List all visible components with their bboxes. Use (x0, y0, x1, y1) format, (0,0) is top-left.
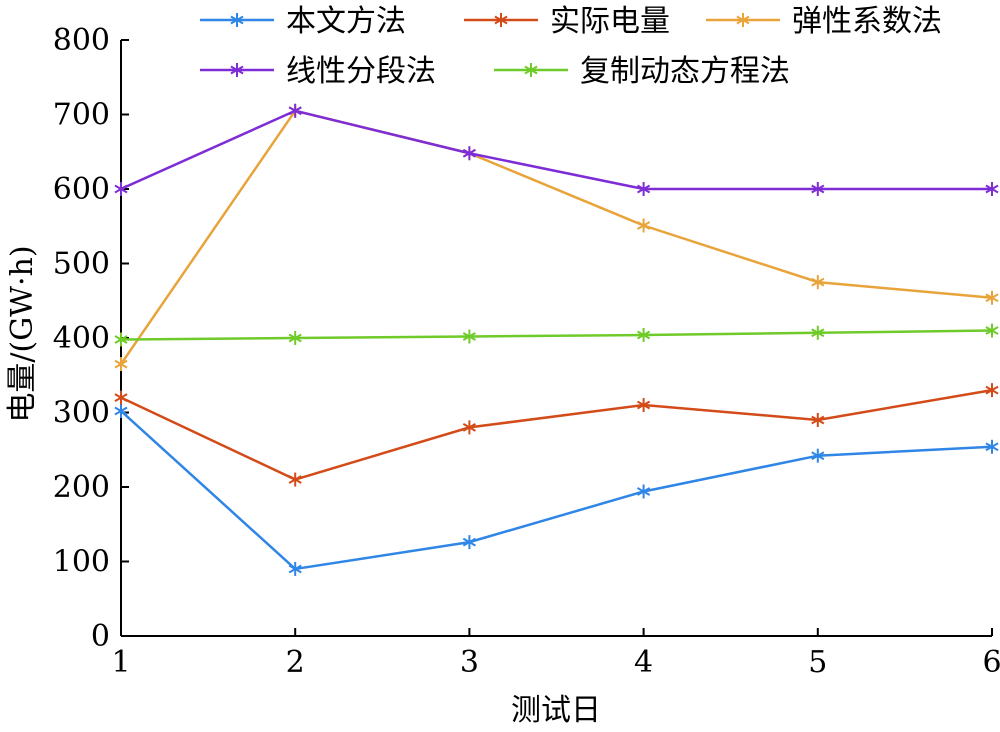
y-tick-label: 300 (53, 396, 110, 431)
data-point (811, 182, 825, 196)
data-point (637, 182, 651, 196)
series-line (119, 109, 993, 365)
data-point (524, 63, 538, 77)
series-line (120, 329, 993, 341)
x-tick-labels: 1 2 3 4 5 6 (111, 645, 1000, 680)
series-layer (114, 103, 999, 576)
y-tick-label: 100 (53, 545, 110, 580)
y-tick-label: 600 (53, 172, 110, 207)
series-2 (114, 383, 999, 487)
series-line (120, 388, 993, 481)
data-point (637, 484, 651, 499)
data-point (494, 13, 508, 27)
legend-label: 实际电量 (550, 4, 670, 39)
y-tick-label: 0 (91, 619, 110, 654)
data-point (462, 146, 476, 161)
y-tick-label: 200 (53, 470, 110, 505)
legend-label: 复制动态方程法 (580, 54, 790, 89)
data-point (811, 412, 825, 427)
y-tick-labels: 0 100 200 300 400 500 600 700 800 (53, 23, 110, 654)
data-point (114, 182, 128, 196)
y-axis-label: 电量/(GW·h) (5, 245, 40, 422)
data-point (637, 398, 651, 413)
legend-label: 弹性系数法 (792, 4, 942, 39)
data-point (288, 103, 302, 118)
legend-item: 实际电量 (464, 4, 670, 39)
data-point (230, 13, 244, 27)
x-tick-label: 4 (634, 645, 653, 680)
data-point (637, 218, 651, 233)
data-point (462, 329, 476, 344)
data-point (811, 275, 825, 290)
legend-label: 线性分段法 (286, 54, 436, 89)
data-point (114, 332, 128, 347)
y-tick-label: 800 (53, 23, 110, 58)
data-point (288, 472, 302, 487)
data-point (288, 331, 302, 345)
data-point (985, 323, 999, 338)
legend-item: 线性分段法 (200, 54, 436, 89)
data-point (811, 448, 825, 463)
data-point (985, 182, 999, 196)
series-4 (114, 103, 999, 196)
data-point (462, 420, 476, 435)
data-point (288, 561, 302, 576)
series-5 (114, 323, 999, 347)
x-tick-label: 1 (111, 645, 130, 680)
x-tick-label: 2 (286, 645, 305, 680)
y-tick-label: 700 (53, 98, 110, 133)
data-point (114, 390, 128, 405)
data-point (985, 383, 999, 398)
legend-item: 本文方法 (200, 4, 406, 39)
data-point (230, 63, 244, 77)
data-point (637, 328, 651, 343)
legend-item: 弹性系数法 (706, 4, 942, 39)
data-point (985, 439, 999, 454)
data-point (736, 13, 750, 27)
x-tick-label: 5 (808, 645, 827, 680)
x-tick-label: 3 (460, 645, 479, 680)
y-tick-label: 500 (53, 247, 110, 282)
y-tick-label: 400 (53, 321, 110, 356)
x-tick-label: 6 (982, 645, 1000, 680)
data-point (114, 404, 128, 419)
data-point (811, 325, 825, 340)
legend-item: 复制动态方程法 (494, 54, 790, 89)
x-axis-label: 测试日 (511, 693, 601, 728)
legend-label: 本文方法 (286, 4, 406, 39)
data-point (114, 357, 128, 372)
data-point (462, 535, 476, 550)
series-line (120, 109, 992, 191)
data-point (985, 290, 999, 305)
series-line (120, 410, 993, 571)
series-1 (114, 404, 999, 576)
